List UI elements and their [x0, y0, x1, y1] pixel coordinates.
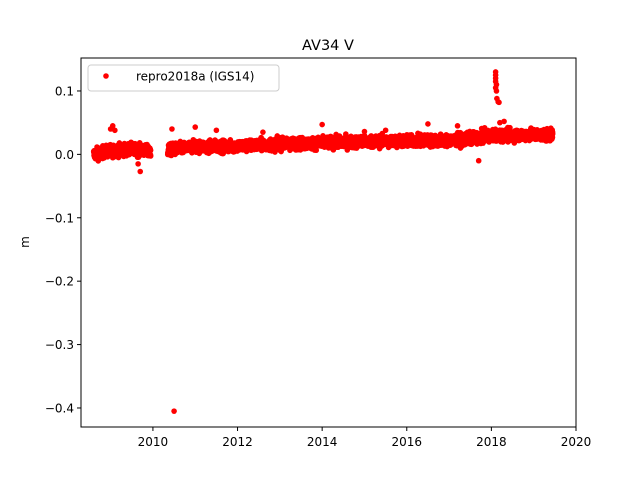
y-axis-label: m [18, 236, 32, 248]
data-point [147, 147, 154, 154]
data-point [169, 126, 175, 132]
y-axis: 0.1 0.0 −0.1 −0.2 −0.3 −0.4 [45, 84, 81, 415]
y-tick-label: 0.1 [55, 84, 74, 98]
x-tick-label: 2020 [561, 435, 592, 449]
legend-box [87, 64, 280, 92]
data-point [192, 124, 199, 130]
x-tick-label: 2018 [476, 435, 507, 449]
data-point [501, 118, 507, 125]
x-tick-label: 2016 [391, 435, 422, 449]
legend-marker [103, 73, 109, 79]
legend-label: repro2018a (IGS14) [136, 70, 254, 84]
plot-frame [80, 57, 577, 428]
data-point [112, 127, 118, 134]
y-tick-label: 0.0 [55, 148, 74, 162]
data-point [454, 123, 461, 129]
data-points [90, 69, 556, 414]
y-tick-label: −0.3 [45, 338, 74, 352]
x-tick-label: 2014 [307, 435, 338, 449]
data-point [147, 153, 154, 159]
data-point [382, 127, 389, 134]
data-point [497, 119, 503, 126]
data-point [260, 129, 266, 135]
data-point [109, 123, 116, 129]
data-point [319, 121, 325, 128]
data-point [171, 408, 177, 414]
y-tick-label: −0.2 [45, 275, 74, 289]
data-point [496, 99, 502, 106]
legend: repro2018a (IGS14) [87, 64, 280, 92]
chart-title: AV34 V [302, 38, 354, 54]
data-point [425, 121, 431, 127]
data-point [95, 158, 102, 164]
data-point [137, 168, 144, 175]
data-point [135, 161, 141, 167]
data-point [475, 157, 482, 164]
data-point [361, 128, 368, 135]
x-tick-label: 2010 [138, 435, 169, 449]
y-tick-label: −0.4 [45, 401, 74, 415]
data-point [213, 127, 220, 134]
data-point [549, 131, 556, 137]
x-tick-label: 2012 [222, 435, 253, 449]
y-tick-label: −0.1 [45, 211, 74, 225]
data-point [493, 88, 500, 94]
data-point [507, 124, 513, 131]
x-axis: 2010 2012 2014 2016 2018 2020 [138, 427, 592, 449]
